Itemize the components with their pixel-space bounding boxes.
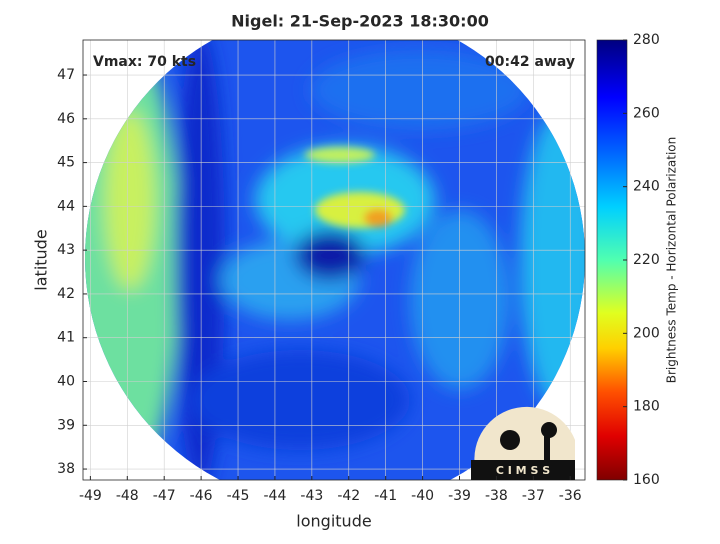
satellite-image [85, 40, 585, 480]
x-tick-label: -38 [485, 488, 508, 504]
x-tick-label: -41 [374, 488, 397, 504]
colorbar-tick-label: 220 [633, 252, 660, 268]
x-axis-label: longitude [296, 512, 371, 531]
y-tick-label: 44 [57, 198, 75, 214]
x-tick-label: -44 [264, 488, 287, 504]
y-tick-label: 42 [57, 286, 75, 302]
y-tick-label: 39 [57, 417, 75, 433]
annotation: Vmax: 70 kts [93, 54, 196, 70]
chart-title: Nigel: 21-Sep-2023 18:30:00 [231, 12, 489, 31]
colorbar-tick-label: 280 [633, 32, 660, 48]
y-tick-label: 40 [57, 373, 75, 389]
x-tick-label: -45 [227, 488, 250, 504]
plot-frame [82, 39, 586, 481]
y-tick-label: 47 [57, 67, 75, 83]
colorbar-tick-label: 240 [633, 179, 660, 195]
y-tick-label: 41 [57, 330, 75, 346]
logo: C I M S S [471, 406, 575, 480]
x-tick-label: -49 [79, 488, 102, 504]
y-tick-label: 46 [57, 111, 75, 127]
x-tick-label: -40 [411, 488, 434, 504]
x-tick-label: -42 [337, 488, 360, 504]
colorbar-tick-label: 260 [633, 105, 660, 121]
colorbar-tick-label: 180 [633, 399, 660, 415]
y-tick-label: 45 [57, 155, 75, 171]
y-tick-label: 38 [57, 461, 75, 477]
grid [83, 40, 585, 480]
x-tick-label: -36 [559, 488, 582, 504]
annotation: 00:42 away [485, 54, 575, 70]
y-axis-label: latitude [32, 229, 51, 290]
colorbar-label: Brightness Temp - Horizontal Polarizatio… [665, 137, 679, 384]
logo-text: C I M S S [496, 464, 550, 477]
x-tick-label: -39 [448, 488, 471, 504]
x-tick-label: -46 [190, 488, 213, 504]
y-tick-label: 43 [57, 242, 75, 258]
x-tick-label: -43 [300, 488, 323, 504]
colorbar-tick-label: 160 [633, 472, 660, 488]
x-tick-label: -37 [522, 488, 545, 504]
x-tick-label: -47 [153, 488, 176, 504]
x-tick-label: -48 [116, 488, 139, 504]
colorbar [596, 39, 628, 481]
colorbar-tick-label: 200 [633, 325, 660, 341]
